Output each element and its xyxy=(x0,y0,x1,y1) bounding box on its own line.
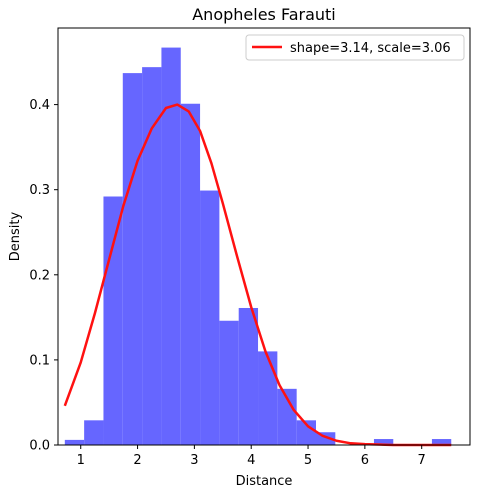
histogram-bar xyxy=(64,439,85,445)
histogram-bar xyxy=(373,439,394,445)
y-tick-label: 0.3 xyxy=(29,183,50,198)
histogram-bar xyxy=(200,190,220,445)
x-axis-label: Distance xyxy=(236,474,293,489)
x-tick-label: 3 xyxy=(190,453,198,468)
y-tick-label: 0.4 xyxy=(29,98,50,113)
x-axis-ticks: 1 2 3 4 5 6 7 xyxy=(77,445,426,468)
y-axis-label: Density xyxy=(8,211,23,261)
x-tick-label: 7 xyxy=(418,453,426,468)
plot-frame xyxy=(57,27,471,446)
legend: shape=3.14, scale=3.06 xyxy=(245,34,465,61)
histogram-bar xyxy=(142,67,162,445)
x-tick-label: 6 xyxy=(361,453,369,468)
histogram-bar xyxy=(277,388,297,445)
legend-label: shape=3.14, scale=3.06 xyxy=(290,41,451,56)
histogram-bar xyxy=(103,196,123,445)
legend-box xyxy=(245,34,465,61)
histogram-bar xyxy=(219,320,239,445)
histogram-bar xyxy=(84,420,104,445)
histogram-bar xyxy=(161,47,181,445)
histogram-bar xyxy=(296,420,316,445)
histogram-bar xyxy=(258,351,278,445)
x-tick-label: 5 xyxy=(304,453,312,468)
fit-curve xyxy=(63,103,452,447)
y-tick-label: 0.2 xyxy=(29,268,50,283)
y-tick-label: 0.0 xyxy=(29,439,50,454)
y-axis-ticks: 0.0 0.1 0.2 0.3 0.4 xyxy=(29,98,58,454)
x-tick-label: 2 xyxy=(133,453,141,468)
histogram-bar xyxy=(180,103,201,445)
chart-title: Anopheles Farauti xyxy=(192,5,336,24)
x-tick-label: 1 xyxy=(77,453,85,468)
histogram-bar xyxy=(431,439,452,445)
histogram-bar xyxy=(122,73,143,446)
histogram-bar xyxy=(238,307,259,445)
x-tick-label: 4 xyxy=(247,453,255,468)
y-tick-label: 0.1 xyxy=(29,353,50,368)
histogram-bars xyxy=(64,47,452,446)
fit-curve-layer xyxy=(63,103,452,447)
